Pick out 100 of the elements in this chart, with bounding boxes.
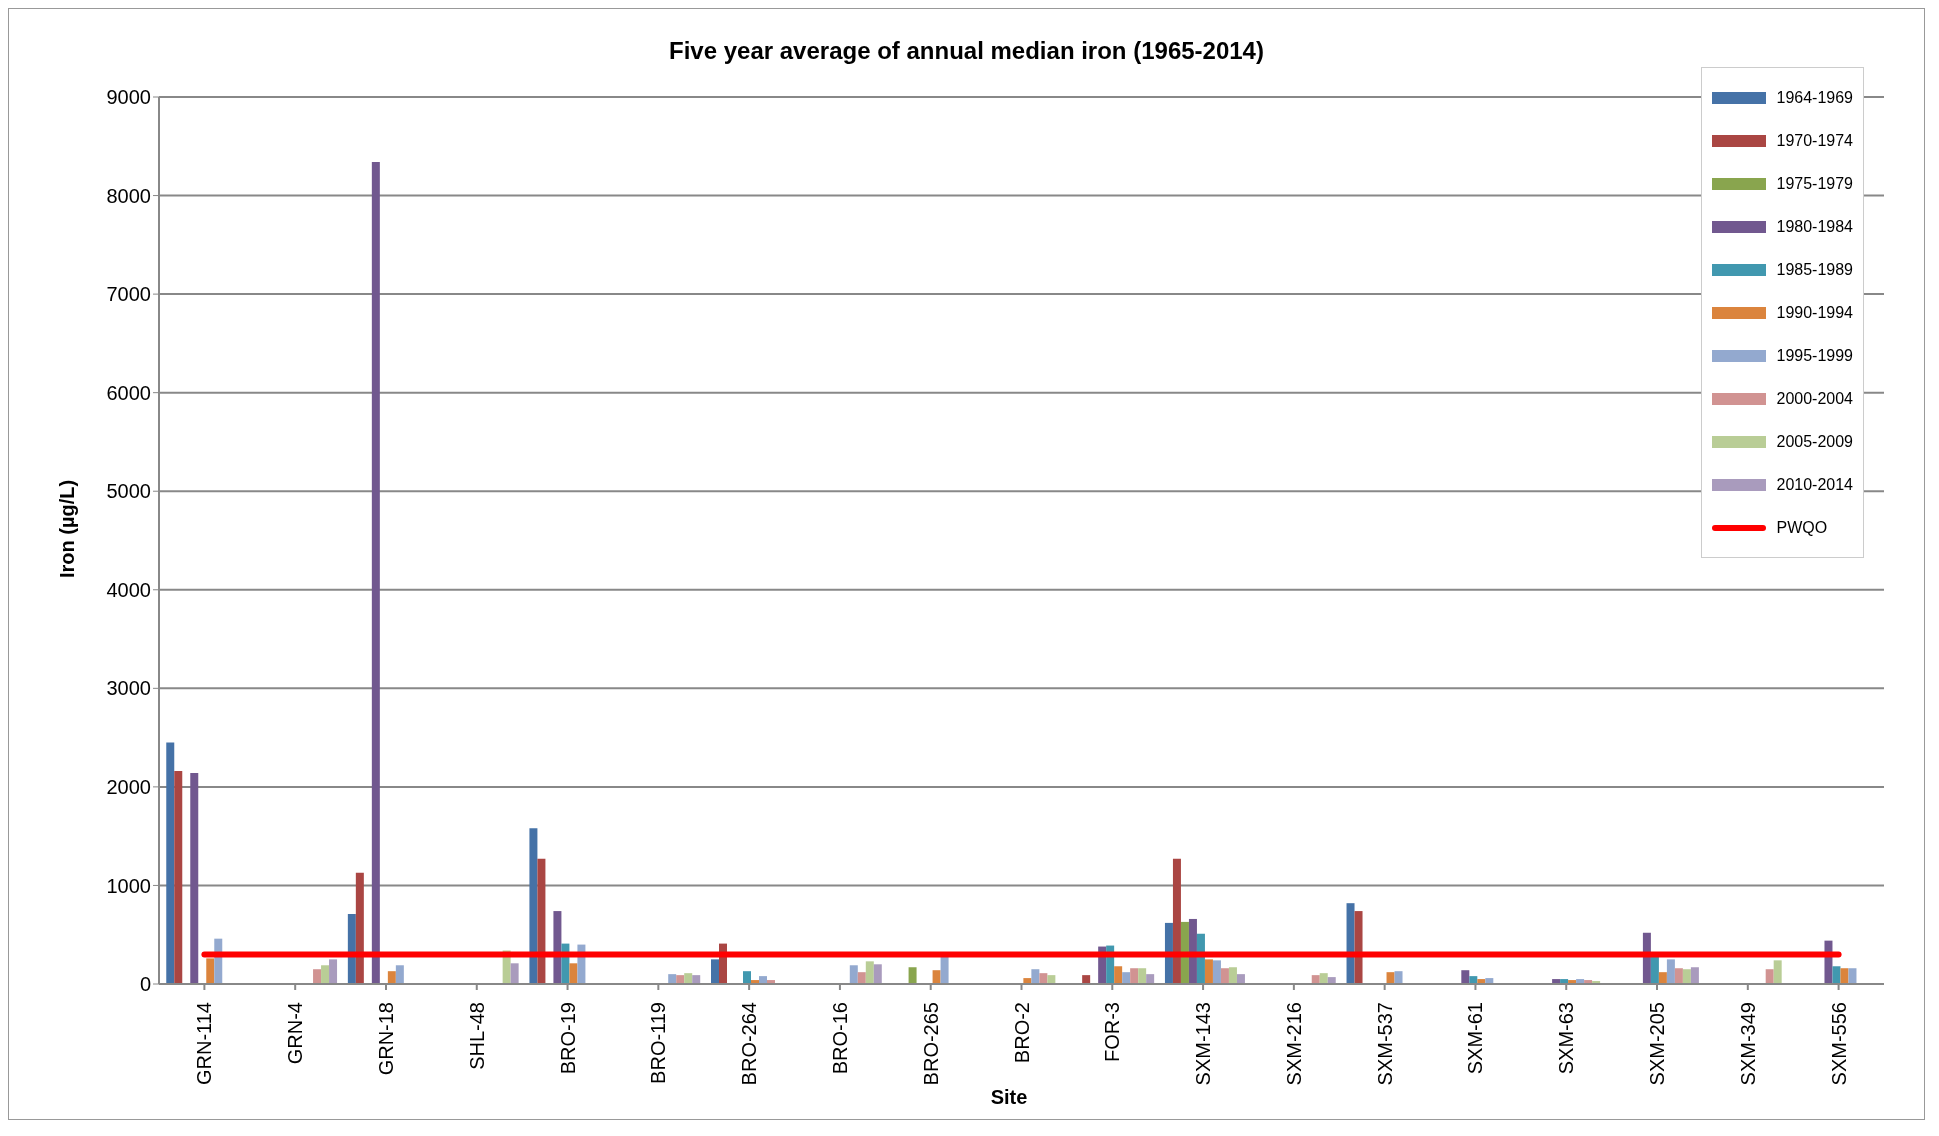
bar (711, 959, 719, 984)
bar (676, 975, 685, 984)
bar (1146, 974, 1155, 984)
bar (1394, 971, 1403, 984)
bar (529, 828, 538, 984)
x-tick-label: SXM-349 (1736, 1002, 1759, 1086)
bar (857, 972, 866, 984)
y-tick-label: 7000 (106, 283, 151, 306)
x-tick-label: BRO-264 (738, 1002, 761, 1086)
x-tick-label: GRN-114 (193, 1002, 216, 1085)
bar (1114, 966, 1123, 984)
bar (940, 956, 949, 984)
bar (1047, 975, 1056, 984)
bar (1228, 967, 1237, 984)
legend-label: 1970-1974 (1776, 131, 1853, 150)
bar (395, 965, 404, 984)
bar (174, 771, 183, 984)
bar (1220, 968, 1229, 984)
y-tick-label: 1000 (106, 874, 151, 897)
y-tick-label: 0 (139, 973, 151, 996)
bar (1311, 975, 1320, 984)
bar (1658, 972, 1667, 984)
bar (1848, 968, 1857, 984)
x-tick-label: BRO-16 (828, 1002, 851, 1075)
bar (1666, 959, 1675, 984)
legend-label: 1985-1989 (1776, 260, 1853, 279)
bar (908, 967, 917, 984)
legend-label: 2010-2014 (1776, 475, 1853, 494)
bar (692, 975, 701, 984)
x-tick-label: GRN-18 (374, 1002, 397, 1076)
bar (569, 963, 578, 984)
y-tick-label: 9000 (106, 86, 151, 109)
bar (1354, 911, 1363, 984)
bar (166, 742, 175, 984)
bar (1832, 966, 1841, 984)
legend-label: 1990-1994 (1776, 303, 1853, 322)
bar (1461, 970, 1470, 984)
x-tick-label: GRN-4 (284, 1002, 307, 1065)
y-tick-label: 8000 (106, 184, 151, 207)
bar (1319, 973, 1328, 984)
legend-label: 1964-1969 (1776, 88, 1853, 107)
legend-label: 1995-1999 (1776, 346, 1853, 365)
bar (932, 970, 941, 984)
bar (313, 969, 322, 984)
bar (206, 958, 215, 984)
bar (1682, 969, 1691, 984)
y-tick-label: 4000 (106, 578, 151, 601)
y-tick-label: 3000 (106, 677, 151, 700)
bar (1840, 968, 1849, 984)
x-tick-label: SHL-48 (465, 1002, 488, 1070)
bar (1212, 960, 1221, 984)
bar (1138, 968, 1147, 984)
legend-label: PWQO (1776, 518, 1828, 537)
legend-label: 1975-1979 (1776, 174, 1853, 193)
bar (873, 964, 882, 984)
x-tick-label: SXM-205 (1646, 1002, 1669, 1086)
bar (743, 971, 751, 984)
x-axis-title: Site (990, 1085, 1028, 1109)
bar (190, 773, 199, 984)
bar (1172, 858, 1181, 984)
y-tick-label: 6000 (106, 381, 151, 404)
bar (1650, 955, 1659, 984)
bar (1204, 959, 1213, 984)
x-tick-label: FOR-3 (1101, 1002, 1124, 1062)
x-tick-label: SXM-556 (1827, 1002, 1850, 1086)
bar (668, 974, 677, 984)
x-tick-label: SXM-63 (1555, 1002, 1578, 1075)
x-tick-label: BRO-2 (1010, 1002, 1033, 1064)
x-tick-label: SXM-143 (1192, 1002, 1215, 1086)
x-tick-label: SXM-61 (1464, 1002, 1487, 1075)
bar (1346, 903, 1355, 984)
bar (371, 162, 380, 984)
bar (537, 858, 546, 984)
y-tick-label: 2000 (106, 775, 151, 798)
x-tick-label: BRO-19 (556, 1002, 579, 1075)
bar (1765, 969, 1774, 984)
bar (684, 973, 693, 984)
legend-label: 2005-2009 (1776, 432, 1853, 451)
y-axis-title: Iron (µg/L) (55, 479, 79, 579)
legend-label: 2000-2004 (1776, 389, 1853, 408)
bar (865, 961, 874, 984)
bar (355, 872, 364, 984)
y-tick-label: 5000 (106, 480, 151, 503)
bar (387, 971, 396, 984)
bar (321, 965, 330, 984)
bar (1082, 975, 1091, 984)
bar (1386, 972, 1395, 984)
x-tick-label: BRO-119 (647, 1002, 670, 1084)
x-tick-label: BRO-265 (919, 1002, 942, 1086)
bar (329, 959, 338, 984)
bar (1130, 968, 1139, 984)
chart-title: Five year average of annual median iron (1965-2014) (668, 37, 1265, 65)
bar (553, 911, 562, 984)
bar (1773, 960, 1782, 984)
x-tick-label: SXM-537 (1373, 1002, 1396, 1086)
bar (1236, 974, 1245, 984)
bar (1690, 967, 1699, 984)
bar (510, 963, 519, 984)
x-tick-label: SXM-216 (1282, 1002, 1305, 1086)
bar (1039, 973, 1048, 984)
